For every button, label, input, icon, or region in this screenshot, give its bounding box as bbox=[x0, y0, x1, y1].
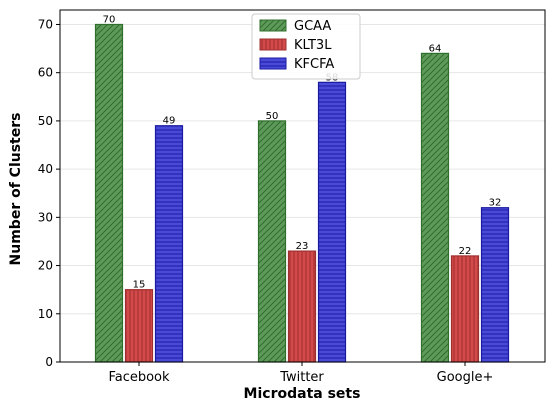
y-tick-label: 70 bbox=[38, 17, 53, 31]
bar-klt3l-twitter bbox=[287, 250, 317, 363]
plot-frame bbox=[59, 9, 546, 363]
data-label: 15 bbox=[133, 280, 146, 291]
legend-label-gcaa: GCAA bbox=[294, 19, 331, 34]
y-axis-title: Number of Clusters bbox=[8, 113, 24, 266]
bar-klt3l-facebook bbox=[124, 289, 154, 363]
bar-kfcfa-google bbox=[480, 207, 510, 363]
bars-layer bbox=[94, 23, 510, 363]
bar-gcaa-twitter bbox=[257, 120, 287, 363]
axes-layer: 0 10 20 30 40 50 60 70 Facebook Twitter Google+ bbox=[38, 9, 546, 385]
x-axis-title: Microdata sets bbox=[244, 386, 361, 402]
legend-label-kfcfa: KFCFA bbox=[294, 57, 334, 72]
data-label: 50 bbox=[266, 111, 279, 122]
bar-kfcfa-facebook bbox=[154, 125, 184, 363]
data-label: 64 bbox=[429, 43, 442, 54]
y-tick-label: 40 bbox=[38, 162, 53, 176]
y-tick-label: 0 bbox=[45, 355, 53, 369]
x-tick-label: Google+ bbox=[437, 370, 494, 385]
legend: GCAA KLT3L KFCFA bbox=[251, 13, 361, 80]
legend-label-klt3l: KLT3L bbox=[294, 38, 332, 53]
legend-swatch-klt3l bbox=[259, 38, 287, 51]
y-tick-label: 10 bbox=[38, 307, 53, 321]
data-label: 32 bbox=[489, 198, 502, 209]
x-tick-label: Twitter bbox=[279, 370, 324, 385]
bar-klt3l-google bbox=[450, 255, 480, 363]
y-tick-label: 20 bbox=[38, 259, 53, 273]
x-tick-label: Facebook bbox=[108, 370, 170, 385]
legend-swatch-kfcfa bbox=[259, 57, 287, 70]
data-label: 23 bbox=[296, 241, 309, 252]
data-label: 49 bbox=[163, 116, 176, 127]
y-tick-label: 60 bbox=[38, 66, 53, 80]
bar-kfcfa-twitter bbox=[317, 81, 347, 363]
data-label: 70 bbox=[103, 14, 116, 25]
y-tick-label: 30 bbox=[38, 210, 53, 224]
bar-gcaa-google bbox=[420, 52, 450, 363]
legend-swatch-gcaa bbox=[259, 19, 287, 32]
data-label: 22 bbox=[459, 246, 472, 257]
bar-gcaa-facebook bbox=[94, 23, 124, 363]
y-tick-label: 50 bbox=[38, 114, 53, 128]
